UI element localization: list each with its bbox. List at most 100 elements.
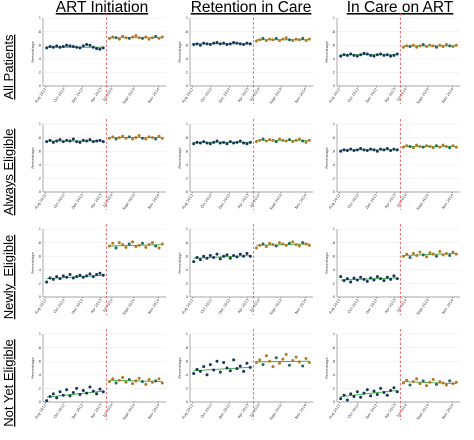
data-point-post xyxy=(107,244,111,248)
data-point-pre xyxy=(355,54,359,58)
data-point-pre xyxy=(215,40,219,44)
data-point-pre xyxy=(238,364,242,368)
data-point-post xyxy=(304,38,308,42)
data-point-pre xyxy=(369,147,373,151)
data-point-post xyxy=(287,363,291,367)
data-point-post xyxy=(287,138,291,142)
y-tick-label: 0 xyxy=(333,400,336,404)
data-point-post xyxy=(428,380,432,384)
data-point-pre xyxy=(78,273,82,277)
data-point-post xyxy=(448,254,452,258)
data-point-pre xyxy=(198,258,202,262)
x-tick-label: Oct 2012 xyxy=(53,87,66,103)
y-tick-label: .6 xyxy=(332,254,336,258)
data-point-pre xyxy=(91,45,95,49)
data-point-pre xyxy=(369,53,373,57)
data-point-pre xyxy=(245,41,249,45)
data-point-pre xyxy=(369,394,373,398)
data-point-post xyxy=(421,379,425,383)
x-tick-label: Aug 2012 xyxy=(181,298,194,314)
data-point-pre xyxy=(61,274,65,278)
data-point-post xyxy=(150,136,154,140)
x-tick-label: Jul 2014 xyxy=(395,87,408,103)
x-tick-label: Sept 2014 xyxy=(122,87,136,105)
data-point-pre xyxy=(248,254,252,258)
x-tick-label: Jul 2014 xyxy=(101,193,114,209)
data-point-pre xyxy=(375,53,379,57)
y-tick-label: .4 xyxy=(332,57,336,61)
x-tick-label: Aug 2012 xyxy=(34,403,47,419)
y-tick-label: 1 xyxy=(39,16,41,20)
data-point-post xyxy=(117,136,121,140)
data-point-post xyxy=(271,365,275,369)
data-point-post xyxy=(144,35,148,39)
data-point-pre xyxy=(375,149,379,153)
data-point-post xyxy=(444,43,448,47)
data-point-post xyxy=(157,36,161,40)
panel-newly-eligible-in-care-on-art: 0 .2 .4 .6 .8 1 Percentage Aug 2012 Oct 2012 Dec … xyxy=(324,224,460,316)
data-point-pre xyxy=(365,388,369,392)
data-point-post xyxy=(304,356,308,360)
data-point-post xyxy=(284,139,288,143)
x-tick-label: Apr 2013 xyxy=(237,193,250,209)
data-point-pre xyxy=(215,139,219,143)
data-point-post xyxy=(154,137,158,141)
data-point-post xyxy=(451,144,455,148)
y-tick-label: .4 xyxy=(332,373,336,377)
x-tick-label: Apr 2013 xyxy=(237,87,250,103)
y-tick-label: 1 xyxy=(333,122,335,126)
data-point-pre xyxy=(202,365,206,369)
data-point-pre xyxy=(45,140,49,144)
data-point-post xyxy=(281,242,285,246)
data-point-post xyxy=(405,378,409,382)
x-tick-label: Nov 2014 xyxy=(147,403,161,420)
data-point-pre xyxy=(345,277,349,281)
data-point-post xyxy=(268,138,272,142)
data-point-post xyxy=(147,135,151,139)
x-tick-label: Apr 2013 xyxy=(384,193,397,209)
x-tick-label: Aug 2012 xyxy=(328,403,341,419)
data-point-pre xyxy=(235,41,239,45)
data-point-pre xyxy=(195,256,199,260)
data-point-pre xyxy=(208,363,212,367)
data-point-post xyxy=(124,36,128,40)
data-point-pre xyxy=(101,390,105,394)
data-point-pre xyxy=(379,277,383,281)
data-point-pre xyxy=(359,275,363,279)
column-title-in-care-on-art: In Care on ART xyxy=(347,0,454,16)
x-tick-label: Dec 2012 xyxy=(218,298,231,314)
data-point-post xyxy=(114,137,118,141)
data-point-pre xyxy=(85,391,89,395)
x-tick-label: Nov 2014 xyxy=(441,403,455,420)
data-point-post xyxy=(261,242,265,246)
y-tick-label: .8 xyxy=(38,346,42,350)
data-point-pre xyxy=(248,140,252,144)
x-tick-label: Nov 2014 xyxy=(294,298,308,315)
x-tick-label: Dec 2012 xyxy=(365,403,378,419)
data-point-pre xyxy=(379,52,383,56)
data-point-pre xyxy=(225,366,229,370)
data-point-post xyxy=(291,359,295,363)
data-point-pre xyxy=(88,272,92,276)
data-point-pre xyxy=(58,390,62,394)
y-tick-label: .2 xyxy=(332,71,335,75)
data-point-post xyxy=(418,144,422,148)
x-tick-label: Oct 2012 xyxy=(53,298,66,314)
data-point-post xyxy=(408,144,412,148)
data-point-post xyxy=(117,378,121,382)
data-point-pre xyxy=(58,138,62,142)
data-point-post xyxy=(421,145,425,149)
data-point-post xyxy=(307,361,311,365)
y-tick-label: .2 xyxy=(38,71,41,75)
data-point-post xyxy=(124,245,128,249)
data-point-post xyxy=(131,382,135,386)
data-point-pre xyxy=(392,386,396,390)
data-point-pre xyxy=(365,149,369,153)
x-tick-label: Apr 2013 xyxy=(90,193,103,209)
y-tick-label: 0 xyxy=(186,400,189,404)
y-tick-label: .4 xyxy=(185,163,189,167)
data-point-post xyxy=(441,381,445,385)
y-axis-label: Percentage xyxy=(177,41,182,63)
data-point-post xyxy=(111,377,115,381)
data-point-pre xyxy=(379,147,383,151)
